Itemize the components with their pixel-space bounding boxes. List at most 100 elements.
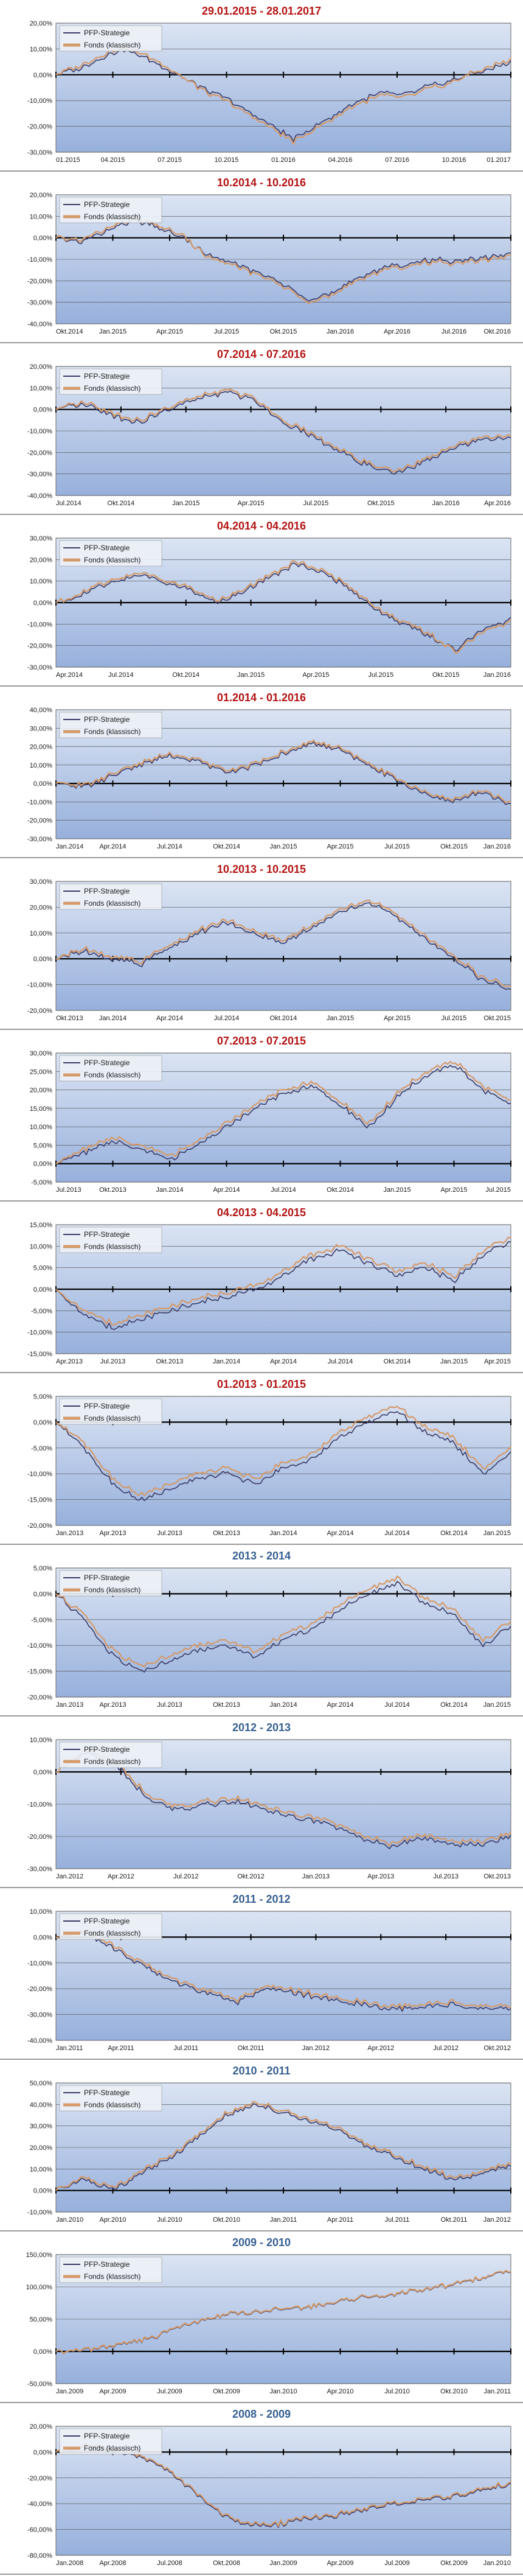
x-tick-label: Okt.2010 [440,2388,468,2395]
x-tick-label: Apr.2014 [99,843,126,850]
chart-title: 10.2013 - 10.2015 [217,863,306,875]
x-tick-label: Apr.2013 [99,1701,126,1709]
legend: PFP-Strategie Fonds (klassisch) [59,2085,162,2112]
y-tick-label: 10,00% [30,1124,53,1131]
x-tick-label: Okt.2014 [440,1701,468,1709]
x-tick-label: Okt.2011 [441,2216,468,2224]
line-chart: 29.01.2015 - 28.01.2017 20,00% 10,00% 0,00%… [27,5,511,164]
y-tick-label: -50,00% [27,2381,52,2388]
y-tick-label: 5,00% [33,1265,52,1272]
x-tick-label: Apr.2009 [327,2560,353,2567]
x-tick-label: Jul.2013 [157,1701,182,1709]
x-tick-label: Okt.2009 [213,2388,240,2395]
chart-panel: 2010 - 2011 50,00% 40,00% 30,00% 20,00% 10,00… [0,2060,523,2231]
y-tick-label: -10,00% [27,256,52,264]
x-tick-label: Okt.2010 [213,2216,240,2224]
x-tick-label: Okt.2014 [384,1358,411,1365]
y-tick-label: 5,00% [33,1393,52,1401]
x-tick-label: Apr.2015 [384,1015,410,1022]
chart-title: 01.2013 - 01.2015 [217,1378,306,1390]
chart-title: 2008 - 2009 [232,2408,291,2420]
series-line-pfp-strategie [55,1241,511,1330]
x-tick-label: Jan.2016 [483,843,511,850]
x-tick-label: Jul.2015 [384,843,410,850]
x-tick-label: Okt.2014 [440,1530,468,1537]
line-chart: 07.2014 - 07.2016 20,00% 10,00% 0,00% -10,00… [27,348,511,507]
x-tick-label: 01.2015 [56,156,80,164]
x-tick-label: Okt.2014 [270,1015,297,1022]
y-tick-label: -10,00% [27,982,52,989]
x-tick-label: Jul.2015 [442,1015,467,1022]
x-tick-label: Apr.2014 [327,1701,353,1709]
y-tick-label: -10,00% [27,799,52,806]
line-chart: 01.2014 - 01.2016 40,00% 30,00% 20,00% 10,00… [27,691,511,850]
x-tick-label: Apr.2015 [238,500,265,507]
x-tick-label: Okt.2012 [483,2045,511,2052]
y-tick-label: -20,00% [27,817,52,825]
x-tick-label: Jan.2012 [56,1873,83,1880]
y-tick-label: -20,00% [27,1833,52,1841]
legend: PFP-Strategie Fonds (klassisch) [59,1570,162,1597]
x-tick-label: Jan.2015 [383,1186,410,1194]
y-tick-label: 0,00% [33,780,52,788]
x-tick-label: Apr.2015 [327,843,353,850]
line-chart: 07.2013 - 07.2015 30,00% 25,00% 20,00% 15,00… [30,1035,511,1194]
series-line-fonds-klassisch [55,1405,511,1496]
x-tick-label: 07.2016 [385,156,409,164]
x-tick-label: Okt.2014 [213,843,240,850]
series-line-fonds-klassisch [55,899,511,988]
legend: PFP-Strategie Fonds (klassisch) [59,1913,162,1940]
y-tick-label: 10,00% [30,1908,53,1916]
x-tick-label: Jan.2014 [156,1186,183,1194]
line-chart: 2009 - 2010 150,00% 100,00% 50,00% 0,00% -50,… [26,2236,511,2395]
y-tick-label: -15,00% [27,1497,52,1504]
x-tick-label: Jul.2014 [384,1530,410,1537]
x-tick-label: Okt.2012 [237,1873,265,1880]
series-line-pfp-strategie [55,1065,511,1164]
x-tick-label: Okt.2015 [367,500,395,507]
y-tick-label: -80,00% [27,2552,52,2560]
x-tick-label: Okt.2013 [213,1530,240,1537]
x-tick-label: Jan.2014 [213,1358,240,1365]
y-tick-label: 0,00% [33,235,52,242]
x-tick-label: Jul.2009 [384,2560,410,2567]
x-tick-label: Jul.2015 [214,328,240,335]
y-tick-label: -30,00% [27,1866,52,1873]
series-line-fonds-klassisch [55,388,511,473]
y-tick-label: -30,00% [27,836,52,843]
x-tick-label: Jul.2015 [485,1186,511,1194]
y-tick-label: -5,00% [31,1617,52,1624]
y-tick-label: 30,00% [30,535,53,542]
x-tick-label: Apr.2012 [108,1873,134,1880]
chart-title: 2012 - 2013 [232,1721,291,1734]
y-tick-label: -10,00% [27,1801,52,1808]
x-tick-label: Jul.2013 [157,1530,182,1537]
x-tick-label: Jul.2015 [303,500,329,507]
line-chart: 2012 - 2013 10,00% 0,00% -10,00% -20,00% -30,… [27,1721,511,1880]
legend: PFP-Strategie Fonds (klassisch) [59,1227,162,1253]
legend-label: PFP-Strategie [84,1059,130,1067]
legend: PFP-Strategie Fonds (klassisch) [59,197,162,223]
x-tick-label: Jul.2013 [433,1873,459,1880]
x-tick-label: Jan.2011 [270,2216,297,2224]
legend-label: Fonds (klassisch) [84,899,140,908]
chart-panel: 04.2014 - 04.2016 30,00% 20,00% 10,00% 0,00%… [0,515,523,687]
x-tick-label: Jul.2010 [157,2216,182,2224]
y-tick-label: 10,00% [30,930,53,937]
y-tick-label: -20,00% [27,278,52,285]
y-tick-label: 0,00% [33,1419,52,1426]
y-tick-label: -30,00% [27,2012,52,2019]
x-tick-label: Okt.2014 [172,671,199,679]
x-tick-label: Jul.2010 [384,2388,410,2395]
x-tick-label: Jan.2016 [327,328,354,335]
x-tick-label: Jul.2012 [433,2045,459,2052]
x-tick-label: Jul.2014 [384,1701,410,1709]
x-tick-label: Jan.2011 [484,2388,511,2395]
legend: PFP-Strategie Fonds (klassisch) [59,1055,162,1082]
x-tick-label: Apr.2014 [213,1186,240,1194]
y-tick-label: -20,00% [27,1694,52,1701]
y-tick-label: -20,00% [27,449,52,457]
legend-label: Fonds (klassisch) [84,41,140,49]
y-tick-label: -60,00% [27,2527,52,2534]
